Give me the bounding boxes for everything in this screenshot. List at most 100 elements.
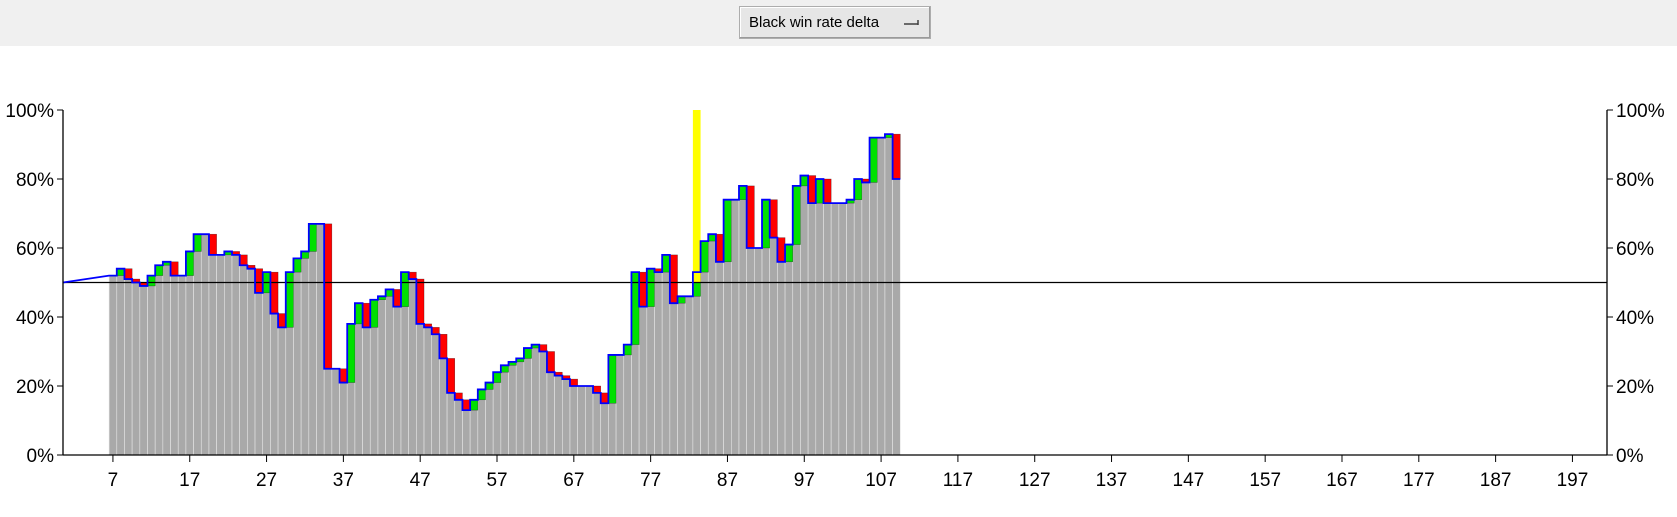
win-rate-bar[interactable]: 37: 21% bbox=[339, 382, 348, 456]
win-rate-bar[interactable]: 62: 32% bbox=[531, 344, 540, 456]
win-rate-bar[interactable]: 89: 78% bbox=[738, 185, 747, 456]
win-rate-bar[interactable]: 94: 56% bbox=[777, 261, 786, 456]
win-rate-bar[interactable]: 71: 15% bbox=[600, 402, 609, 456]
win-rate-gain-segment bbox=[792, 185, 801, 245]
win-rate-bar[interactable]: 65: 23% bbox=[554, 375, 563, 456]
win-rate-bar[interactable]: 7: 52% bbox=[108, 275, 118, 456]
win-rate-bar[interactable]: 20: 58% bbox=[208, 254, 217, 456]
win-rate-bar[interactable]: 33: 67% bbox=[308, 223, 317, 456]
win-rate-bar[interactable]: 35: 25% bbox=[323, 368, 333, 456]
win-rate-bar[interactable]: 27: 53% bbox=[262, 271, 271, 456]
win-rate-bar[interactable]: 21: 58% bbox=[216, 254, 225, 456]
y-tick-label-left: 100% bbox=[5, 101, 54, 122]
win-rate-bar[interactable]: 49: 35% bbox=[431, 333, 440, 456]
win-rate-bar[interactable]: 64: 24% bbox=[546, 371, 555, 456]
win-rate-bar[interactable]: 50: 28% bbox=[439, 358, 448, 456]
win-rate-bar[interactable]: 85: 64% bbox=[707, 233, 717, 456]
win-rate-bar[interactable]: 68: 20% bbox=[577, 385, 586, 456]
win-rate-bar[interactable]: 80: 44% bbox=[669, 302, 678, 456]
win-rate-bar[interactable]: 66: 22% bbox=[562, 378, 571, 456]
win-rate-bar[interactable]: 59: 27% bbox=[508, 361, 517, 456]
win-rate-bar[interactable]: 103: 74% bbox=[846, 199, 855, 456]
win-rate-bar[interactable]: 40: 37% bbox=[362, 327, 371, 456]
win-rate-bar[interactable]: 102: 73% bbox=[838, 202, 847, 456]
win-rate-bar[interactable]: 47: 38% bbox=[416, 323, 425, 456]
win-rate-bar[interactable]: 56: 21% bbox=[485, 382, 494, 456]
y-tick-label-right: 40% bbox=[1616, 308, 1654, 329]
win-rate-bar[interactable]: 19: 64% bbox=[200, 233, 210, 456]
win-rate-drop-segment bbox=[569, 378, 578, 387]
win-rate-bar[interactable]: 25: 54% bbox=[247, 268, 256, 456]
win-rate-bar[interactable]: 13: 55% bbox=[154, 264, 164, 456]
win-rate-bar[interactable]: 51: 18% bbox=[446, 392, 456, 456]
win-rate-bar[interactable]: 14: 56% bbox=[162, 261, 171, 456]
win-rate-bar[interactable]: 106: 92% bbox=[869, 137, 878, 456]
win-rate-bar[interactable]: 82: 46% bbox=[684, 296, 694, 456]
win-rate-bar[interactable]: 69: 20% bbox=[585, 385, 594, 456]
win-rate-bar[interactable]: 79: 58% bbox=[661, 254, 671, 456]
win-rate-bar[interactable]: 61: 31% bbox=[523, 347, 532, 456]
win-rate-bar[interactable]: 58: 26% bbox=[500, 364, 509, 456]
win-rate-bar[interactable]: 53: 13% bbox=[462, 409, 471, 456]
win-rate-bar[interactable]: 93: 63% bbox=[769, 237, 778, 456]
x-tick-label: 107 bbox=[865, 470, 897, 491]
win-rate-bar[interactable]: 83: 53% bbox=[692, 271, 701, 456]
win-rate-bar[interactable]: 36: 25% bbox=[331, 368, 340, 456]
win-rate-bar[interactable]: 24: 55% bbox=[239, 264, 248, 456]
win-rate-bar[interactable]: 91: 60% bbox=[754, 247, 763, 456]
x-tick-label: 197 bbox=[1557, 470, 1589, 491]
win-rate-bar[interactable]: 23: 58% bbox=[231, 254, 240, 456]
win-rate-bar[interactable]: 10: 50% bbox=[131, 282, 141, 456]
win-rate-bar[interactable]: 42: 46% bbox=[377, 296, 386, 456]
win-rate-bar[interactable]: 48: 37% bbox=[423, 327, 433, 456]
win-rate-bar[interactable]: 104: 80% bbox=[853, 178, 863, 456]
win-rate-bar[interactable]: 86: 56% bbox=[715, 261, 724, 456]
win-rate-bar[interactable]: 16: 52% bbox=[177, 275, 187, 456]
win-rate-bar[interactable]: 81: 46% bbox=[677, 296, 686, 456]
win-rate-bar[interactable]: 52: 16% bbox=[454, 399, 463, 456]
win-rate-bar[interactable]: 15: 52% bbox=[170, 275, 179, 456]
win-rate-bar[interactable]: 60: 28% bbox=[515, 358, 525, 456]
win-rate-bar[interactable]: 76: 43% bbox=[638, 306, 648, 456]
win-rate-bar[interactable]: 99: 80% bbox=[815, 178, 824, 456]
win-rate-bar[interactable]: 101: 73% bbox=[830, 202, 840, 456]
win-rate-bar[interactable]: 8: 54% bbox=[116, 268, 125, 456]
win-rate-bar[interactable]: 46: 51% bbox=[408, 278, 417, 456]
win-rate-bar[interactable]: 18: 64% bbox=[193, 233, 202, 456]
win-rate-bar[interactable]: 28: 41% bbox=[270, 313, 279, 456]
win-rate-bar[interactable]: 67: 20% bbox=[569, 385, 578, 456]
win-rate-gain-segment bbox=[677, 296, 686, 304]
win-rate-bar[interactable]: 26: 47% bbox=[254, 292, 264, 456]
win-rate-bar[interactable]: 70: 18% bbox=[592, 392, 602, 456]
win-rate-bar[interactable]: 34: 67% bbox=[316, 223, 325, 456]
win-rate-chart[interactable]: 7: 52%8: 54%9: 51%10: 50%11: 49%12: 52%1… bbox=[0, 46, 1677, 512]
win-rate-gain-segment bbox=[308, 223, 317, 252]
x-tick-label: 17 bbox=[179, 470, 200, 491]
win-rate-bar[interactable]: 57: 24% bbox=[492, 371, 502, 456]
win-rate-bar[interactable]: 73: 29% bbox=[615, 354, 625, 456]
win-rate-bar[interactable]: 98: 73% bbox=[807, 202, 817, 456]
win-rate-bar[interactable]: 39: 44% bbox=[354, 302, 363, 456]
win-rate-bar[interactable]: 43: 48% bbox=[385, 289, 394, 456]
win-rate-bar[interactable]: 44: 43% bbox=[393, 306, 402, 456]
win-rate-bar[interactable]: 78: 53% bbox=[654, 271, 663, 456]
win-rate-bar[interactable]: 109: 80% bbox=[892, 178, 901, 456]
win-rate-bar[interactable]: 88: 74% bbox=[730, 199, 740, 456]
win-rate-bar[interactable]: 105: 79% bbox=[861, 182, 870, 456]
win-rate-bar[interactable]: 63: 30% bbox=[538, 351, 548, 456]
win-rate-bar[interactable]: 11: 49% bbox=[139, 285, 148, 456]
win-rate-bar[interactable]: 107: 92% bbox=[876, 137, 886, 456]
win-rate-bar[interactable]: 108: 93% bbox=[884, 133, 893, 456]
win-rate-bar[interactable]: 84: 62% bbox=[700, 240, 709, 456]
win-rate-bar[interactable]: 95: 61% bbox=[784, 244, 794, 456]
win-rate-bar[interactable]: 74: 32% bbox=[623, 344, 632, 456]
chart-mode-dropdown[interactable]: Black win rate delta bbox=[739, 6, 931, 39]
win-rate-bar[interactable]: 9: 51% bbox=[124, 278, 133, 456]
win-rate-bar[interactable]: 90: 60% bbox=[746, 247, 755, 456]
win-rate-bar[interactable]: 100: 73% bbox=[823, 202, 832, 456]
win-rate-drop-segment bbox=[539, 344, 548, 352]
win-rate-bar[interactable]: 97: 81% bbox=[800, 175, 809, 456]
win-rate-bar[interactable]: 12: 52% bbox=[147, 275, 156, 456]
win-rate-bar[interactable]: 31: 57% bbox=[293, 258, 302, 456]
win-rate-bar[interactable]: 29: 37% bbox=[277, 327, 287, 456]
